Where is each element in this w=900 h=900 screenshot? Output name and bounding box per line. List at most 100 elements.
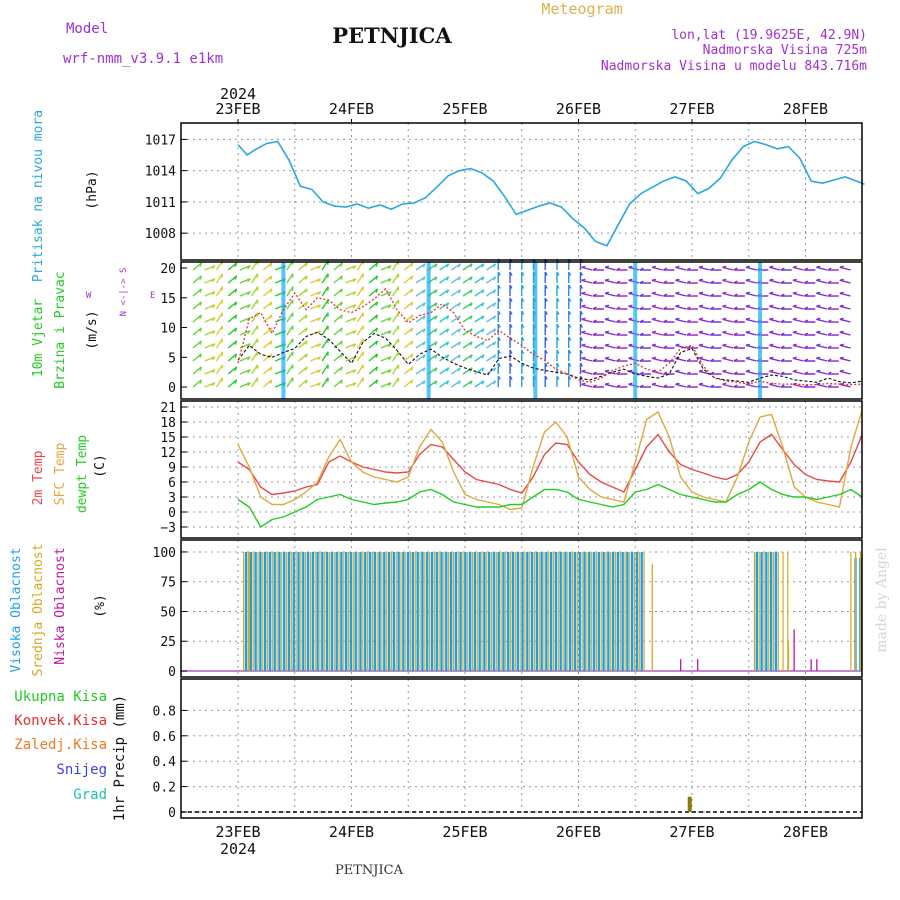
- cloud-bar-high: [335, 551, 338, 671]
- wind-arrow: [251, 377, 259, 388]
- cloud-bar-high: [459, 551, 462, 671]
- wind-arrow-head: [493, 328, 497, 333]
- wind-arrow-head: [340, 340, 343, 345]
- wind-arrow: [380, 278, 392, 284]
- wind-arrow-head: [733, 384, 738, 388]
- wind-arrow: [204, 356, 216, 362]
- wind-arrow: [239, 304, 251, 310]
- wind-arrow-head: [639, 345, 644, 349]
- wind-arrow: [310, 278, 321, 284]
- wind-arrow: [215, 325, 224, 336]
- wind-arrow-head: [827, 371, 832, 375]
- cloud-bar-high: [464, 551, 467, 671]
- wind-arrow: [792, 305, 804, 310]
- wind-arrow: [651, 292, 663, 297]
- wind-arrow: [769, 279, 781, 284]
- wind-arrow: [227, 301, 238, 310]
- wind-arrow-head: [247, 291, 251, 296]
- wind-arrow: [651, 305, 663, 310]
- wind-arrow: [239, 278, 251, 284]
- wind-arrow-head: [457, 354, 462, 359]
- wind-arrow: [286, 286, 294, 297]
- wind-arrow-head: [269, 366, 273, 371]
- wind-ytick-label: 20: [160, 262, 176, 277]
- cloud-bar-high: [430, 551, 434, 671]
- wind-arrow-head: [509, 349, 513, 354]
- wind-arrow-head: [493, 315, 497, 320]
- wind-arrow: [604, 318, 616, 323]
- wind-arrow-head: [628, 330, 633, 333]
- wind-arrow-head: [733, 293, 738, 297]
- wind-arrow-head: [556, 310, 560, 315]
- cloud-bar-high: [440, 551, 443, 671]
- wind-arrow: [333, 327, 343, 336]
- wind-arrow-head: [317, 265, 322, 270]
- wind-arrow-head: [199, 379, 203, 384]
- wind-arrow-head: [816, 330, 821, 333]
- wind-arrow: [450, 289, 461, 297]
- wind-arrow: [474, 380, 485, 388]
- wind-arrow-head: [816, 343, 821, 346]
- wind-name-1: 10m Vjetar: [31, 299, 46, 377]
- wind-arrow-head: [375, 353, 379, 358]
- wind-arrow: [356, 338, 364, 349]
- precip-legend-freezing: Zaledj.Kisa: [14, 737, 107, 753]
- wind-arrow-head: [521, 310, 525, 315]
- wind-arrow: [321, 338, 329, 349]
- precip-unit: 1hr Precip (mm): [112, 695, 128, 821]
- wind-arrow-head: [457, 302, 462, 307]
- cloud-bar-high: [292, 551, 295, 671]
- wind-arrow-head: [234, 379, 238, 384]
- cloud-bar-high: [631, 551, 634, 671]
- wind-arrow-head: [769, 330, 774, 333]
- panel-frame-wind: [180, 261, 863, 400]
- wind-transition-band: [533, 262, 538, 399]
- wind-arrow: [239, 265, 251, 271]
- wind-arrow: [745, 383, 757, 388]
- wind-arrow: [486, 289, 496, 297]
- wind-arrow: [604, 331, 616, 336]
- wind-arrow: [651, 279, 663, 284]
- cloud-bar-high: [502, 551, 505, 671]
- wind-arrow-head: [616, 345, 621, 349]
- wind-arrow: [769, 357, 781, 362]
- wind-arrow: [722, 318, 734, 323]
- wind-arrow-head: [544, 362, 548, 367]
- wind-arrow-head: [803, 319, 809, 323]
- wind-arrow: [251, 338, 259, 349]
- wind-arrow: [439, 315, 450, 323]
- wind-arrow-head: [521, 323, 525, 328]
- wind-arrow-head: [509, 323, 513, 328]
- wind-arrow-head: [792, 291, 797, 294]
- wind-arrow-head: [269, 314, 273, 319]
- wind-arrow: [450, 367, 461, 375]
- wind-arrow-head: [839, 369, 844, 372]
- wind-arrow: [722, 305, 734, 310]
- wind-arrow-head: [722, 382, 727, 385]
- wind-arrow: [722, 344, 734, 349]
- wind-arrow-head: [509, 284, 513, 289]
- wind-arrow: [333, 275, 343, 284]
- wind-arrow-head: [663, 280, 668, 284]
- wind-arrow-head: [827, 280, 832, 284]
- cloud-name-1: Visoka Oblacnost: [9, 547, 24, 672]
- wind-arrow: [581, 279, 593, 284]
- wind-arrow-head: [579, 297, 583, 302]
- wind-arrow: [403, 314, 414, 323]
- wind-arrow-head: [663, 319, 668, 323]
- wind-arrow-head: [434, 276, 438, 281]
- cloud-bar-high: [397, 551, 400, 671]
- wind-arrow: [403, 366, 414, 375]
- wind-arrow-head: [521, 284, 525, 289]
- wind-arrow: [298, 262, 308, 271]
- wind-arrow-head: [234, 353, 238, 358]
- wind-arrow-head: [686, 280, 691, 284]
- wind-arrow-head: [710, 293, 715, 297]
- wind-arrow-head: [792, 317, 797, 320]
- wind-arrow: [816, 279, 828, 284]
- wind-arrow: [839, 292, 851, 297]
- wind-arrow-head: [733, 371, 738, 375]
- wind-arrow-head: [686, 267, 691, 271]
- bottom-date-label: 28FEB: [783, 823, 828, 841]
- wind-arrow-head: [269, 327, 273, 332]
